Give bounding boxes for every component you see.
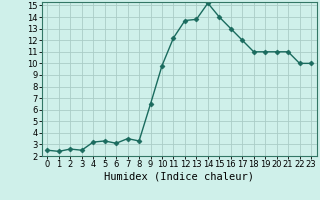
X-axis label: Humidex (Indice chaleur): Humidex (Indice chaleur)	[104, 172, 254, 182]
